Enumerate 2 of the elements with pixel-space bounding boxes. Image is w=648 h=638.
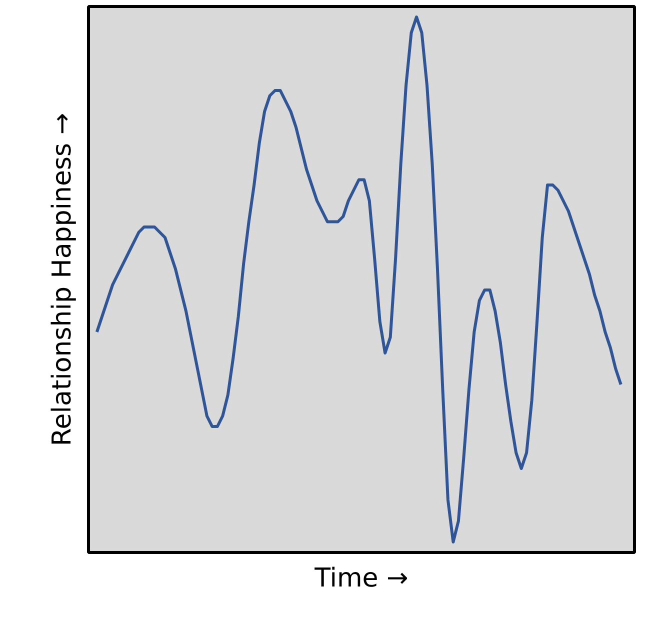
y-axis-title: Relationship Happiness →: [48, 112, 78, 446]
x-axis-title: Time →: [314, 564, 408, 594]
